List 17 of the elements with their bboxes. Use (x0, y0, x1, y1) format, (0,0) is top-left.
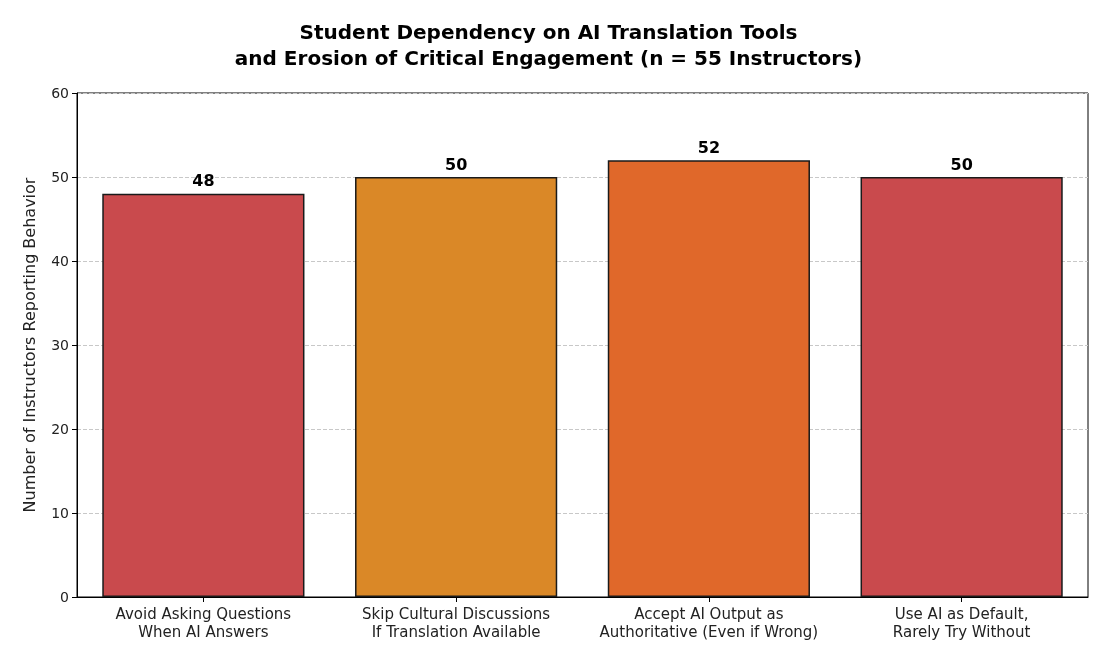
x-tick-label: Accept AI Output as Authoritative (Even if Wrong) (599, 605, 819, 641)
x-tick-label: Use AI as Default, Rarely Try Without (892, 605, 1031, 641)
data-label: 52 (697, 137, 721, 157)
data-label: 50 (444, 154, 468, 174)
y-tick-label: 10 (51, 505, 69, 521)
y-tick-label: 40 (51, 253, 69, 269)
y-tick-label: 0 (60, 589, 69, 605)
data-label: 50 (950, 154, 973, 174)
chart-title: Student Dependency on AI Translation Tools and Erosion of Critical Engagement (n = 55 Instructors) (234, 20, 863, 70)
data-label: 48 (192, 171, 215, 191)
y-tick-label: 20 (51, 421, 69, 437)
y-tick-label: 60 (51, 85, 69, 101)
x-tick-label: Skip Cultural Discussions If Translation Available (362, 605, 551, 641)
y-tick-label: 30 (51, 337, 69, 353)
y-tick-label: 50 (51, 169, 69, 185)
x-tick-label: Avoid Asking Questions When AI Answers (115, 605, 292, 641)
y-axis-title: Number of Instructors Reporting Behavior (19, 177, 39, 513)
